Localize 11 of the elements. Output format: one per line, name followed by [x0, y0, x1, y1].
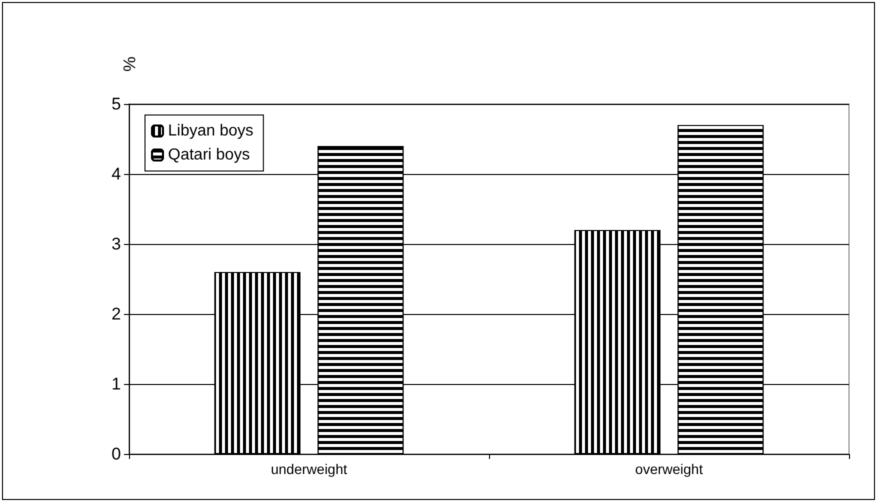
y-tick-label: 4 — [112, 164, 121, 184]
y-tick-label: 1 — [112, 374, 121, 394]
x-tick-label: underweight — [270, 461, 348, 477]
y-tick-label: 0 — [112, 444, 121, 464]
y-tick-label: 3 — [112, 234, 121, 254]
legend-label: Qatari boys — [168, 146, 250, 164]
y-axis-title: % — [120, 56, 138, 72]
y-tick-label: 5 — [112, 94, 121, 114]
x-tick-label: overweight — [635, 461, 703, 477]
legend-label: Libyan boys — [168, 122, 254, 140]
y-tick-label: 2 — [112, 304, 121, 324]
